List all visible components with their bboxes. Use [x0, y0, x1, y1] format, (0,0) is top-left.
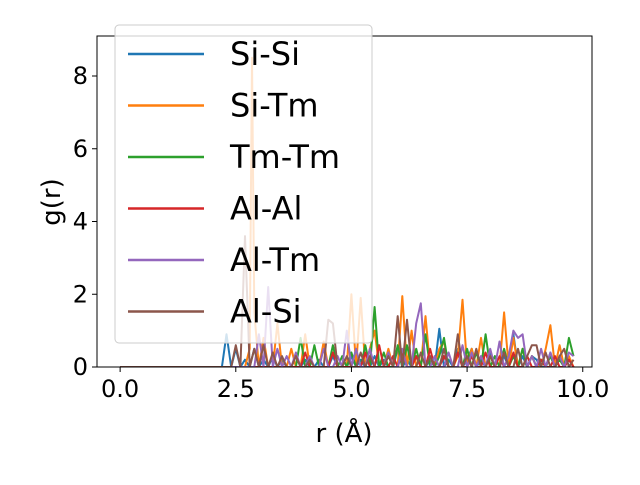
x-tick-label: 2.5 — [217, 375, 255, 403]
x-tick-label: 7.5 — [448, 375, 486, 403]
y-axis-ticks: 0 2 4 6 8 — [73, 62, 97, 381]
series-layer — [120, 56, 575, 367]
legend-label-al-al: Al-Al — [230, 190, 302, 228]
legend: Si-Si Si-Tm Tm-Tm Al-Al Al-Tm Al-Si — [114, 24, 373, 344]
y-tick-label: 0 — [73, 353, 88, 381]
x-tick-label: 0.0 — [101, 375, 139, 403]
y-tick-label: 6 — [73, 135, 88, 163]
x-tick-label: 10.0 — [556, 375, 609, 403]
y-tick-label: 4 — [73, 208, 88, 236]
legend-label-tm-tm: Tm-Tm — [229, 138, 340, 176]
y-tick-label: 8 — [73, 62, 88, 90]
x-axis-label: r (Å) — [315, 417, 372, 449]
legend-label-si-tm: Si-Tm — [230, 87, 319, 125]
x-tick-label: 5.0 — [332, 375, 370, 403]
series-line-al-tm — [120, 286, 575, 367]
legend-label-si-si: Si-Si — [230, 35, 300, 73]
y-axis-label: g(r) — [37, 178, 67, 225]
legend-label-al-tm: Al-Tm — [230, 241, 320, 279]
series-line-al-si — [120, 235, 575, 367]
y-tick-label: 2 — [73, 280, 88, 308]
x-axis-ticks: 0.0 2.5 5.0 7.5 10.0 — [101, 367, 609, 403]
legend-label-al-si: Al-Si — [230, 293, 302, 331]
